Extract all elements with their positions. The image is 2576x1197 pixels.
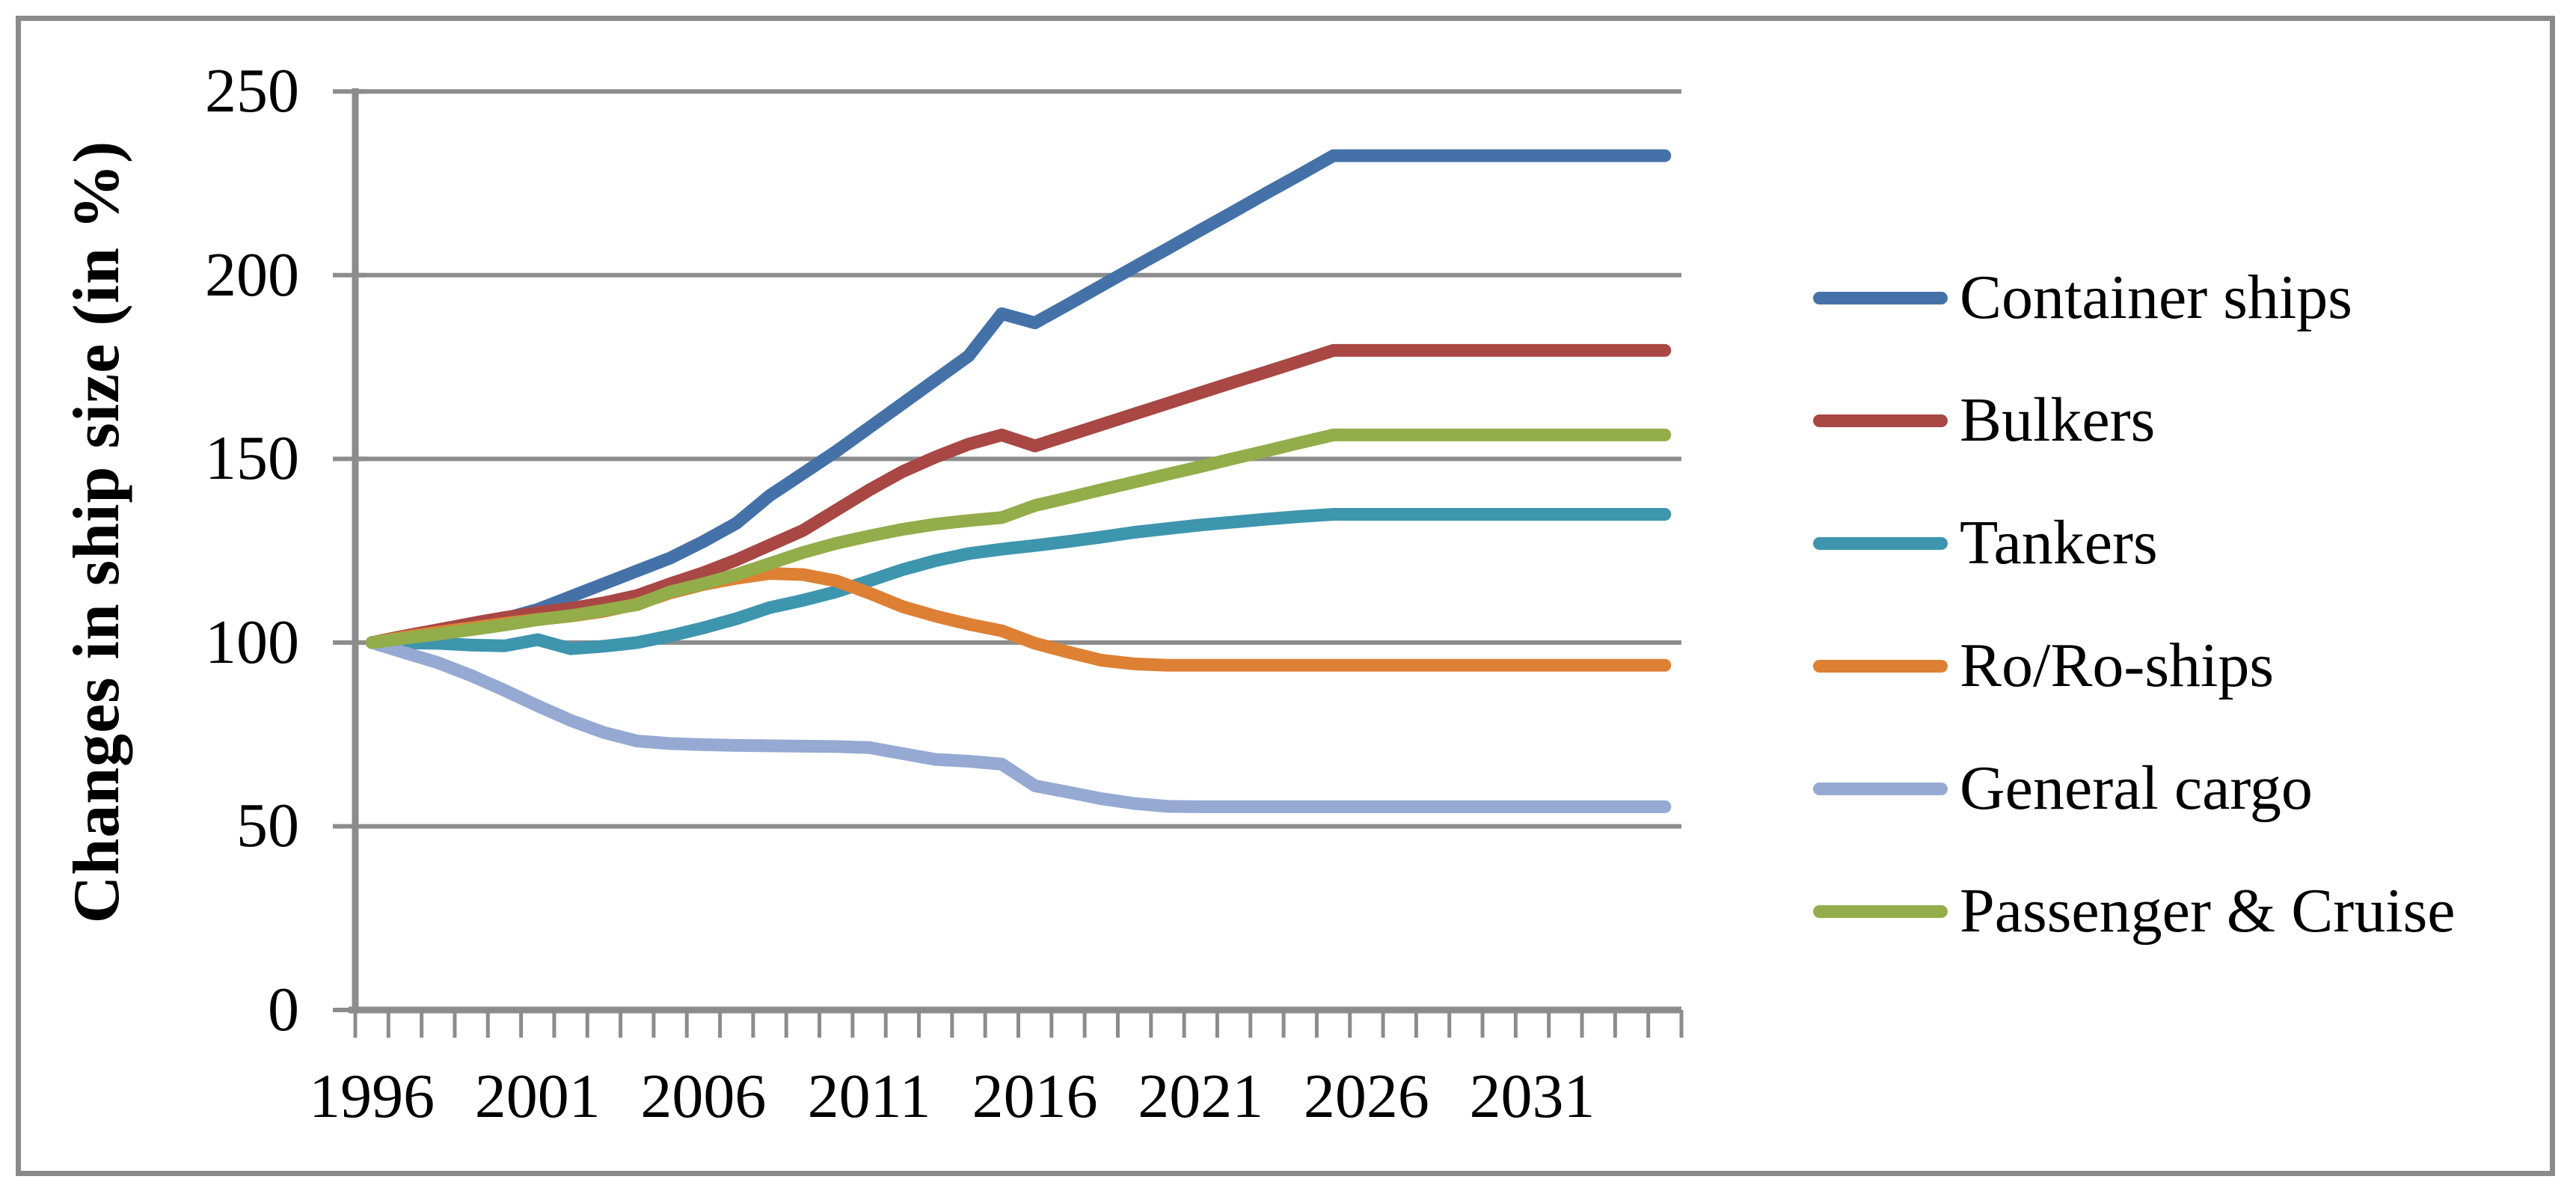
legend-swatch-icon (1813, 414, 1948, 427)
x-tick-label-2001: 2001 (474, 1062, 601, 1131)
legend-swatch-icon (1813, 292, 1948, 304)
series-line-general-cargo (365, 636, 1672, 813)
y-tick-label-100: 100 (205, 607, 299, 677)
legend-swatch-icon (1813, 660, 1948, 673)
x-tick-label-2006: 2006 (640, 1062, 767, 1131)
x-tick-label-2021: 2021 (1138, 1062, 1264, 1131)
y-tick-label-50: 50 (236, 791, 299, 861)
legend-swatch-icon (1813, 783, 1948, 795)
series-line-bulkers (365, 343, 1672, 649)
y-tick-label-0: 0 (268, 975, 299, 1044)
figure-border (16, 16, 2555, 1176)
series-line-tankers (365, 508, 1672, 655)
x-tick-label-1996: 1996 (309, 1062, 435, 1131)
legend-swatch-icon (1813, 537, 1948, 550)
x-tick-label-2031: 2031 (1469, 1062, 1595, 1131)
x-tick-label-2026: 2026 (1303, 1062, 1429, 1131)
x-tick-label-2016: 2016 (972, 1062, 1098, 1131)
legend-label: Bulkers (1960, 385, 2156, 455)
series-line-passenger-cruise (365, 428, 1672, 649)
x-tick-label-2011: 2011 (807, 1062, 931, 1131)
series-line-container-ships (365, 149, 1672, 649)
legend-label: Ro/Ro-ships (1960, 631, 2275, 700)
y-tick-label-250: 250 (205, 56, 299, 126)
legend-swatch-icon (1813, 905, 1948, 918)
y-tick-label-150: 150 (205, 423, 299, 494)
legend-label: Tankers (1960, 508, 2158, 578)
y-tick-label-200: 200 (205, 239, 299, 310)
legend-label: Passenger & Cruise (1960, 876, 2456, 946)
legend-label: Container ships (1960, 263, 2352, 332)
legend-label: General cargo (1960, 753, 2313, 823)
